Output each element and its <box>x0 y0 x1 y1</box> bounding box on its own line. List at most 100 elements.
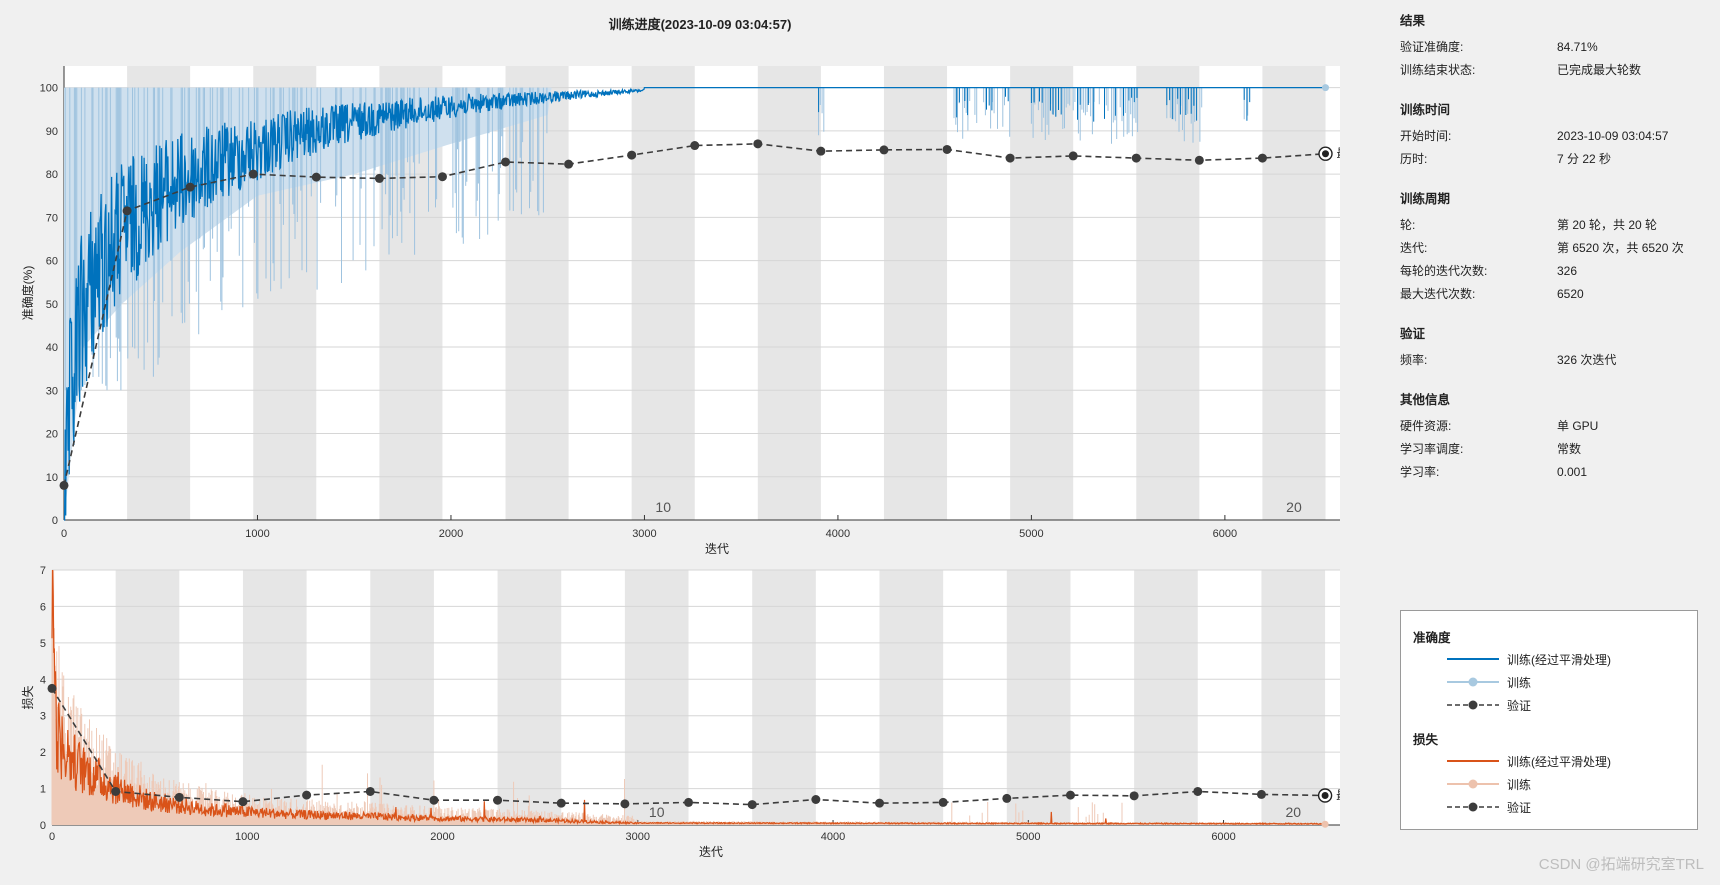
validation-point <box>1193 786 1203 796</box>
validation-point <box>122 206 132 216</box>
training-progress-plots: 训练进度(2023-10-09 03:04:57) 01020304050607… <box>20 17 1370 859</box>
figure-title: 训练进度(2023-10-09 03:04:57) <box>609 17 792 32</box>
validation-series-line <box>63 143 1326 486</box>
train-smoothed-dips <box>818 87 1251 122</box>
info-value: 已完成最大轮数 <box>1557 63 1642 77</box>
y-tick-label: 10 <box>46 472 58 484</box>
validation-point <box>1131 153 1141 163</box>
legend-label: 训练(经过平滑处理) <box>1507 652 1611 667</box>
legend-line-swatch <box>1447 677 1499 687</box>
y-tick-label: 2 <box>40 747 46 759</box>
validation-point <box>753 139 763 149</box>
validation-point <box>1129 791 1139 801</box>
final-validation-point <box>1321 791 1329 799</box>
info-section-title: 训练时间 <box>1400 103 1451 117</box>
info-value: 第 6520 次，共 6520 次 <box>1557 241 1684 255</box>
info-label: 开始时间: <box>1400 129 1452 143</box>
validation-point <box>1002 793 1012 803</box>
legend-accuracy-train: 训练 <box>1445 672 1531 692</box>
x-tick-label: 0 <box>61 528 67 540</box>
legend-loss-title: 损失 <box>1413 733 1439 747</box>
info-value: 326 <box>1557 263 1578 278</box>
y-tick-label: 70 <box>46 212 58 224</box>
legend-label: 训练(经过平滑处理) <box>1507 754 1611 769</box>
validation-point <box>620 799 630 809</box>
final-validation-point <box>1321 150 1329 158</box>
y-axis-label: 准确度(%) <box>20 266 35 321</box>
y-tick-label: 40 <box>46 342 58 354</box>
y-tick-label: 5 <box>40 638 46 650</box>
epoch-band <box>1262 66 1326 520</box>
legend-panel: 准确度 训练(经过平滑处理) 训练 验证 损失 训练(经过平滑处理) 训练 验证 <box>1400 610 1698 830</box>
validation-point <box>556 798 566 808</box>
validation-point <box>684 797 694 807</box>
validation-point <box>311 172 321 182</box>
info-row: 学习率调度: 常数 <box>1400 437 1700 460</box>
validation-point <box>811 795 821 804</box>
validation-point <box>747 800 757 810</box>
validation-point <box>493 795 503 805</box>
training-info-panel: 结果 验证准确度: 84.71% 训练结束状态: 已完成最大轮数 训练时间 开始时间: 202… <box>1400 6 1700 483</box>
info-row: 开始时间: 2023-10-09 03:04:57 <box>1400 124 1700 147</box>
y-tick-label: 80 <box>46 169 58 181</box>
info-label: 迭代: <box>1400 241 1428 255</box>
info-label: 学习率调度: <box>1400 442 1464 456</box>
info-label: 最大迭代次数: <box>1400 287 1476 301</box>
train-smoothed-loss-line <box>51 569 1326 826</box>
final-label: 最终 <box>1336 146 1340 161</box>
validation-point <box>879 145 889 155</box>
epoch-band <box>497 570 562 825</box>
epoch-label: 20 <box>1285 804 1301 820</box>
x-axis-label: 迭代 <box>699 845 723 859</box>
x-tick-label: 2000 <box>439 528 463 540</box>
info-row: 验证准确度: 84.71% <box>1400 35 1700 58</box>
info-label: 频率: <box>1400 353 1428 367</box>
legend-loss-validation: 验证 <box>1445 797 1531 817</box>
legend-line-swatch <box>1447 658 1499 660</box>
validation-point <box>1257 153 1267 163</box>
y-tick-label: 0 <box>52 515 58 527</box>
validation-point <box>1065 790 1075 800</box>
epoch-band <box>242 570 307 825</box>
info-row: 训练结束状态: 已完成最大轮数 <box>1400 58 1700 81</box>
train-final-point <box>1321 84 1329 92</box>
legend-accuracy-title: 准确度 <box>1413 631 1451 645</box>
validation-point <box>627 150 637 160</box>
x-tick-label: 0 <box>49 831 55 843</box>
legend-label: 验证 <box>1507 698 1532 713</box>
legend-label: 验证 <box>1507 800 1532 815</box>
y-tick-label: 3 <box>40 711 46 723</box>
epoch-band <box>879 570 944 825</box>
legend-label: 训练 <box>1507 675 1532 690</box>
info-row: 每轮的迭代次数: 326 <box>1400 259 1700 282</box>
x-tick-label: 3000 <box>632 528 656 540</box>
validation-point <box>1068 151 1078 161</box>
x-tick-label: 6000 <box>1211 831 1235 843</box>
legend-accuracy-train-smoothed: 训练(经过平滑处理) <box>1445 649 1611 669</box>
watermark-text: CSDN @拓端研究室TRL <box>1538 856 1704 873</box>
legend-accuracy-validation: 验证 <box>1445 695 1531 715</box>
info-value: 84.71% <box>1557 39 1598 54</box>
validation-point <box>365 786 375 796</box>
x-tick-label: 4000 <box>821 831 845 843</box>
validation-point <box>238 797 248 807</box>
info-label: 轮: <box>1400 218 1416 232</box>
legend-line-swatch <box>1447 779 1499 789</box>
epoch-label: 20 <box>1286 499 1302 515</box>
x-tick-label: 2000 <box>430 831 454 843</box>
validation-point <box>59 480 69 490</box>
epoch-band <box>883 66 948 520</box>
training-progress-figure: 训练进度(2023-10-09 03:04:57) 0 10 20 30 40 50 60 7… <box>20 17 1370 859</box>
validation-point <box>111 786 121 796</box>
validation-point <box>501 157 511 167</box>
legend-line-swatch <box>1447 802 1499 812</box>
y-tick-label: 4 <box>40 674 46 686</box>
final-label: 最终 <box>1336 787 1340 802</box>
y-tick-label: 90 <box>46 126 58 138</box>
y-tick-label: 30 <box>46 385 58 397</box>
legend-line-swatch <box>1447 700 1499 710</box>
info-value: 6520 <box>1557 286 1584 301</box>
info-row: 历时: 7 分 22 秒 <box>1400 147 1700 170</box>
x-axis-label: 迭代 <box>705 542 729 556</box>
